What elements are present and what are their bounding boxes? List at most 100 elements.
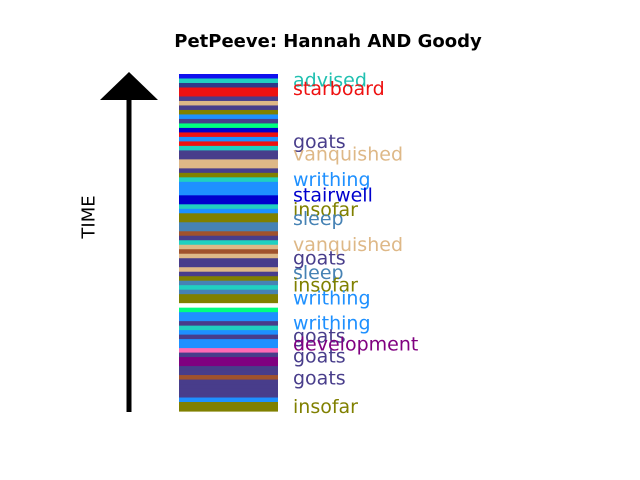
timeline-label: advised bbox=[293, 70, 367, 92]
timeline-label: writhing bbox=[293, 169, 371, 191]
timeline-segment bbox=[179, 114, 278, 120]
timeline-segment bbox=[179, 271, 278, 277]
chart-title: PetPeeve: Hannah AND Goody bbox=[174, 31, 482, 52]
timeline-label: starboard bbox=[293, 78, 385, 100]
timeline-segment bbox=[179, 339, 278, 345]
timeline-segment bbox=[179, 159, 278, 165]
timeline-segment bbox=[179, 154, 278, 160]
timeline-segment bbox=[179, 244, 278, 250]
timeline-segment bbox=[179, 253, 278, 259]
timeline-segment bbox=[179, 91, 278, 98]
timeline-segment bbox=[179, 303, 278, 309]
timeline-segment bbox=[179, 361, 278, 367]
timeline-label: goats bbox=[293, 346, 346, 368]
timeline-label: insofar bbox=[293, 199, 358, 221]
timeline-segment bbox=[179, 289, 278, 295]
timeline-segment bbox=[179, 397, 278, 403]
timeline-segment bbox=[179, 366, 278, 372]
timeline-segment bbox=[179, 100, 278, 107]
timeline-segment bbox=[179, 181, 278, 187]
timeline-segment bbox=[179, 325, 278, 331]
timeline-segment bbox=[179, 132, 278, 138]
timeline-segment bbox=[179, 370, 278, 376]
timeline-segment bbox=[179, 78, 278, 84]
timeline-segments bbox=[179, 74, 278, 412]
timeline-label: vanquished bbox=[293, 234, 403, 256]
timeline-label: goats bbox=[293, 131, 346, 153]
timeline-segment bbox=[179, 321, 278, 327]
timeline-segment bbox=[179, 123, 278, 129]
timeline-segment bbox=[179, 375, 278, 381]
timeline-segment bbox=[179, 262, 278, 268]
timeline-segment bbox=[179, 217, 278, 223]
timeline-segment bbox=[179, 208, 278, 214]
timeline-segment bbox=[179, 204, 278, 210]
timeline-label: development bbox=[293, 334, 418, 356]
timeline-segment bbox=[179, 172, 278, 178]
timeline-segment bbox=[179, 316, 278, 322]
timeline-segment bbox=[179, 141, 278, 147]
timeline-label: stairwell bbox=[293, 185, 373, 207]
timeline-segment bbox=[179, 136, 278, 142]
timeline-segment bbox=[179, 168, 278, 174]
timeline-segment bbox=[179, 330, 278, 336]
timeline-segment bbox=[179, 82, 278, 89]
timeline-segment bbox=[179, 393, 278, 399]
timeline-segment bbox=[179, 384, 278, 390]
timeline-segment bbox=[179, 226, 278, 232]
timeline-segment bbox=[179, 352, 278, 358]
timeline-segment bbox=[179, 343, 278, 349]
timeline-segment bbox=[179, 177, 278, 183]
timeline-segment bbox=[179, 276, 278, 282]
timeline-segment bbox=[179, 280, 278, 286]
timeline-segment bbox=[179, 87, 278, 93]
timeline-segment bbox=[179, 235, 278, 241]
timeline-segment bbox=[179, 96, 278, 102]
timeline-segment bbox=[179, 163, 278, 169]
timeline-labels: advisedstarboardgoatsvanquishedwrithings… bbox=[293, 70, 418, 418]
timeline-segment bbox=[179, 285, 278, 291]
timeline-segment bbox=[179, 258, 278, 264]
timeline-segment bbox=[179, 74, 278, 80]
timeline-label: insofar bbox=[293, 274, 358, 296]
timeline-segment bbox=[179, 406, 278, 412]
timeline-segment bbox=[179, 195, 278, 201]
timeline-segment bbox=[179, 109, 278, 116]
timeline-segment bbox=[179, 294, 278, 300]
timeline-segment bbox=[179, 267, 278, 273]
timeline-segment bbox=[179, 118, 278, 125]
time-arrow-head-icon bbox=[100, 72, 158, 100]
timeline-label: insofar bbox=[293, 396, 358, 418]
timeline-segment bbox=[179, 127, 278, 134]
timeline-segment bbox=[179, 213, 278, 219]
timeline-label: goats bbox=[293, 326, 346, 348]
timeline-segment bbox=[179, 312, 278, 318]
timeline-segment bbox=[179, 222, 278, 228]
timeline-segment bbox=[179, 298, 278, 304]
timeline-label: writhing bbox=[293, 287, 371, 309]
timeline-segment bbox=[179, 231, 278, 237]
timeline-segment bbox=[179, 145, 278, 151]
timeline-segment bbox=[179, 190, 278, 196]
timeline-label: goats bbox=[293, 248, 346, 270]
timeline-label: sleep bbox=[293, 208, 344, 230]
timeline-segment bbox=[179, 199, 278, 205]
timeline-segment bbox=[179, 348, 278, 354]
timeline-segment bbox=[179, 186, 278, 192]
timeline-segment bbox=[179, 402, 278, 408]
timeline-label: vanquished bbox=[293, 144, 403, 166]
timeline-label: goats bbox=[293, 368, 346, 390]
timeline-segment bbox=[179, 388, 278, 394]
timeline-segment bbox=[179, 357, 278, 363]
timeline-segment bbox=[179, 307, 278, 313]
timeline-segment bbox=[179, 150, 278, 156]
timeline-segment bbox=[179, 105, 278, 111]
timeline-segment bbox=[179, 379, 278, 385]
timeline-segment bbox=[179, 334, 278, 340]
timeline-segment bbox=[179, 240, 278, 246]
timeline-label: writhing bbox=[293, 312, 371, 334]
timeline-label: sleep bbox=[293, 262, 344, 284]
timeline-segment bbox=[179, 249, 278, 255]
